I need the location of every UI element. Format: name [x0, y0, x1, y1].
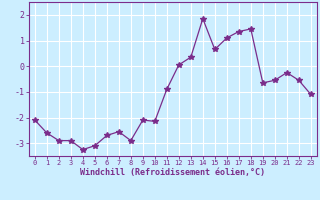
X-axis label: Windchill (Refroidissement éolien,°C): Windchill (Refroidissement éolien,°C)	[80, 168, 265, 177]
